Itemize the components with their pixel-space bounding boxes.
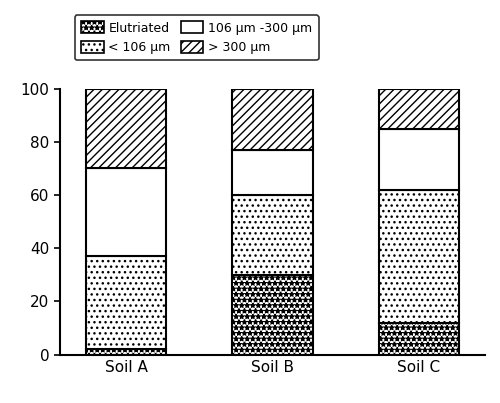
Bar — [379, 129, 460, 190]
Bar — [379, 323, 460, 355]
Bar — [232, 89, 313, 150]
Legend: Elutriated, < 106 μm, 106 μm -300 μm, > 300 μm: Elutriated, < 106 μm, 106 μm -300 μm, > … — [75, 15, 318, 60]
Bar — [86, 256, 166, 349]
Bar — [232, 195, 313, 275]
Bar — [86, 349, 166, 355]
Bar — [379, 190, 460, 323]
Bar — [232, 150, 313, 195]
Bar — [379, 89, 460, 129]
Bar — [86, 168, 166, 256]
Bar — [86, 89, 166, 168]
Bar — [232, 275, 313, 355]
